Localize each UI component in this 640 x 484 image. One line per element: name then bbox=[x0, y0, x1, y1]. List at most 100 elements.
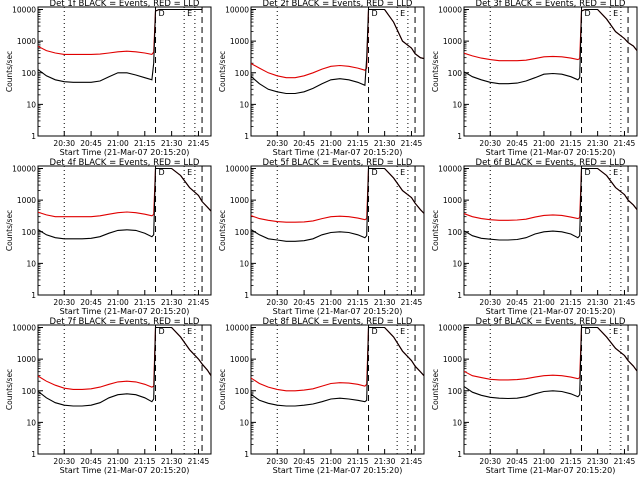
annotation-label: E bbox=[187, 327, 192, 336]
x-tick-label: 21:00 bbox=[320, 139, 342, 148]
events-series-line bbox=[464, 326, 637, 400]
x-tick-label: 21:45 bbox=[401, 298, 423, 307]
annotation-label: D bbox=[585, 9, 591, 18]
y-tick-label: 10 bbox=[452, 259, 462, 268]
x-tick-label: 21:30 bbox=[587, 298, 609, 307]
y-axis-label: Counts/sec bbox=[218, 51, 227, 92]
annotation-label: D bbox=[372, 327, 378, 336]
panel-title: Det 5f BLACK = Events, RED = LLD bbox=[263, 158, 413, 168]
events-series-line bbox=[464, 8, 637, 85]
events-series-line bbox=[464, 167, 637, 241]
panel-det-9: Det 9f BLACK = Events, RED = LLD Counts/s… bbox=[431, 317, 638, 475]
y-tick-label: 10 bbox=[239, 418, 249, 427]
annotation-label: D bbox=[159, 327, 165, 336]
x-tick-label: 21:30 bbox=[374, 298, 396, 307]
panel-title: Det 8f BLACK = Events, RED = LLD bbox=[263, 317, 413, 327]
y-tick-label: 1 bbox=[31, 132, 36, 141]
x-tick-label: 21:30 bbox=[587, 457, 609, 466]
annotation-label: D bbox=[159, 168, 165, 177]
x-tick-label: 21:30 bbox=[161, 139, 183, 148]
y-tick-label: 100 bbox=[448, 69, 463, 78]
y-tick-label: 1000 bbox=[230, 196, 249, 205]
x-tick-label: 20:30 bbox=[479, 298, 501, 307]
events-series-line bbox=[251, 167, 424, 242]
x-axis-label: Start Time (21-Mar-07 20:15:20) bbox=[273, 307, 403, 316]
y-tick-label: 1 bbox=[244, 132, 249, 141]
y-axis-label: Counts/sec bbox=[431, 210, 440, 251]
y-tick-label: 1000 bbox=[230, 37, 249, 46]
x-tick-label: 21:15 bbox=[347, 298, 369, 307]
events-series-line bbox=[38, 167, 211, 240]
x-tick-label: 21:45 bbox=[614, 298, 636, 307]
x-tick-label: 21:45 bbox=[188, 139, 210, 148]
annotation-label: E bbox=[613, 168, 618, 177]
panel-det-7: Det 7f BLACK = Events, RED = LLD Counts/s… bbox=[5, 317, 212, 475]
plot-frame bbox=[37, 165, 212, 296]
annotation-label: E bbox=[400, 168, 405, 177]
y-tick-label: 100 bbox=[448, 228, 463, 237]
y-tick-label: 10 bbox=[239, 100, 249, 109]
x-tick-label: 21:30 bbox=[374, 139, 396, 148]
y-tick-label: 10 bbox=[26, 418, 36, 427]
x-tick-label: 21:30 bbox=[587, 139, 609, 148]
events-series-line bbox=[38, 8, 203, 83]
events-series-line bbox=[251, 8, 424, 95]
x-tick-label: 20:30 bbox=[266, 139, 288, 148]
annotation-label: D bbox=[372, 9, 378, 18]
panel-title: Det 3f BLACK = Events, RED = LLD bbox=[476, 0, 626, 9]
annotation-label: E bbox=[187, 9, 192, 18]
y-tick-label: 10000 bbox=[225, 165, 249, 174]
x-tick-label: 20:30 bbox=[53, 298, 75, 307]
x-tick-label: 20:45 bbox=[80, 457, 102, 466]
x-tick-label: 20:30 bbox=[479, 457, 501, 466]
panel-det-4: Det 4f BLACK = Events, RED = LLD Counts/s… bbox=[5, 158, 212, 316]
plot-frame bbox=[37, 324, 212, 455]
x-tick-label: 21:15 bbox=[134, 139, 156, 148]
plot-frame bbox=[37, 6, 212, 137]
y-tick-label: 1000 bbox=[230, 355, 249, 364]
x-tick-label: 20:30 bbox=[266, 298, 288, 307]
panel-det-8: Det 8f BLACK = Events, RED = LLD Counts/s… bbox=[218, 317, 425, 475]
x-tick-label: 20:45 bbox=[80, 139, 102, 148]
y-tick-label: 100 bbox=[235, 69, 250, 78]
y-tick-label: 1 bbox=[457, 132, 462, 141]
x-axis-label: Start Time (21-Mar-07 20:15:20) bbox=[486, 466, 616, 475]
events-series-line bbox=[38, 326, 211, 407]
y-tick-label: 1 bbox=[31, 291, 36, 300]
y-tick-label: 10 bbox=[452, 418, 462, 427]
x-tick-label: 21:45 bbox=[188, 457, 210, 466]
plot-frame bbox=[250, 6, 425, 137]
y-tick-label: 10000 bbox=[438, 324, 462, 333]
y-tick-label: 100 bbox=[235, 387, 250, 396]
y-tick-label: 1 bbox=[244, 450, 249, 459]
y-tick-label: 10 bbox=[452, 100, 462, 109]
x-axis-label: Start Time (21-Mar-07 20:15:20) bbox=[60, 307, 190, 316]
x-tick-label: 21:15 bbox=[560, 457, 582, 466]
plot-frame bbox=[250, 165, 425, 296]
x-axis-label: Start Time (21-Mar-07 20:15:20) bbox=[486, 148, 616, 157]
x-tick-label: 21:45 bbox=[401, 139, 423, 148]
x-tick-label: 20:30 bbox=[53, 457, 75, 466]
y-tick-label: 100 bbox=[22, 387, 37, 396]
y-tick-label: 1000 bbox=[17, 37, 36, 46]
y-axis-label: Counts/sec bbox=[5, 210, 14, 251]
y-tick-label: 100 bbox=[448, 387, 463, 396]
panel-title: Det 4f BLACK = Events, RED = LLD bbox=[50, 158, 200, 168]
panel-det-6: Det 6f BLACK = Events, RED = LLD Counts/s… bbox=[431, 158, 638, 316]
annotation-label: E bbox=[613, 9, 618, 18]
x-axis-label: Start Time (21-Mar-07 20:15:20) bbox=[273, 148, 403, 157]
y-tick-label: 1 bbox=[457, 450, 462, 459]
x-tick-label: 21:15 bbox=[134, 298, 156, 307]
annotation-label: E bbox=[400, 327, 405, 336]
y-tick-label: 10 bbox=[26, 100, 36, 109]
panel-title: Det 1f BLACK = Events, RED = LLD bbox=[50, 0, 200, 9]
x-tick-label: 21:45 bbox=[401, 457, 423, 466]
x-tick-label: 21:15 bbox=[560, 139, 582, 148]
x-tick-label: 21:15 bbox=[347, 457, 369, 466]
x-axis-label: Start Time (21-Mar-07 20:15:20) bbox=[60, 148, 190, 157]
plot-frame bbox=[463, 324, 638, 455]
x-tick-label: 21:00 bbox=[107, 139, 129, 148]
x-tick-label: 21:15 bbox=[134, 457, 156, 466]
x-tick-label: 20:45 bbox=[293, 139, 315, 148]
y-axis-label: Counts/sec bbox=[431, 369, 440, 410]
